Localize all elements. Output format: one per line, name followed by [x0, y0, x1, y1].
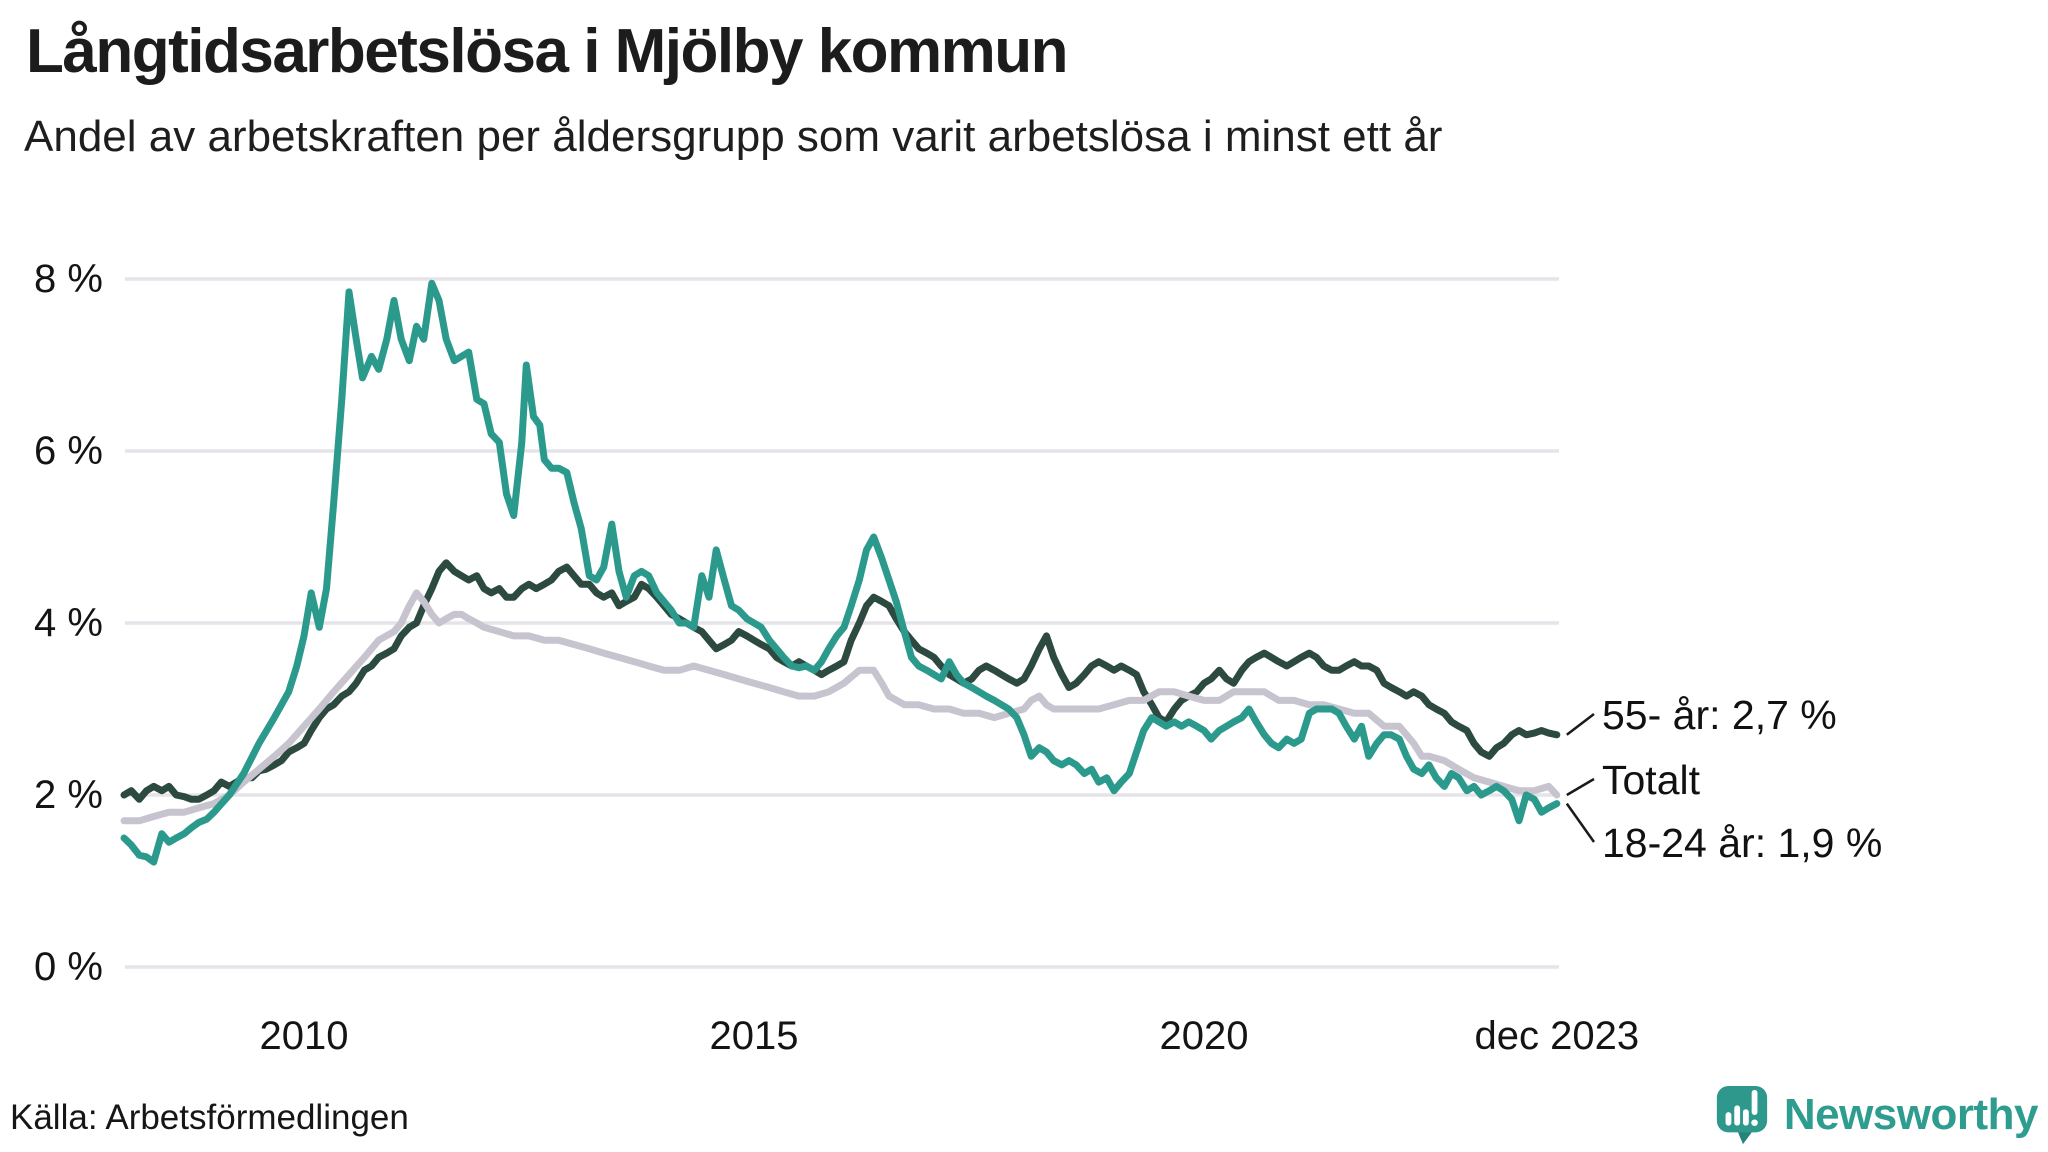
- series-label-totalt: Totalt: [1602, 757, 1700, 803]
- x-axis-tick-label: 2015: [709, 1014, 799, 1058]
- series-line-18-24-r: [120, 279, 1561, 866]
- bar-1: [1725, 1112, 1732, 1126]
- y-axis-tick-label: 0 %: [34, 945, 103, 989]
- bar-3: [1742, 1109, 1749, 1126]
- label-leader-line: [1566, 713, 1595, 736]
- x-axis-tick-label: 2010: [259, 1014, 349, 1058]
- brand-name: Newsworthy: [1783, 1090, 2039, 1139]
- exclamation-dot: [1751, 1119, 1758, 1127]
- series-line-totalt: [120, 589, 1561, 825]
- exclamation-bar: [1751, 1089, 1758, 1115]
- page-title: Långtidsarbetslösa i Mjölby kommun: [26, 17, 1069, 86]
- x-axis-tick-label: 2020: [1159, 1014, 1249, 1058]
- brand-logo: Newsworthy: [1713, 1084, 2039, 1146]
- y-axis-tick-label: 4 %: [34, 601, 103, 645]
- chart-subtitle: Andel av arbetskraften per åldersgrupp s…: [24, 112, 1443, 161]
- series-label-18-24: 18-24 år: 1,9 %: [1602, 820, 1883, 866]
- series-label-55: 55- år: 2,7 %: [1602, 692, 1837, 738]
- source-note: Källa: Arbetsförmedlingen: [10, 1098, 409, 1137]
- newsworthy-icon: [1716, 1086, 1767, 1144]
- label-leader-line: [1566, 777, 1595, 797]
- x-axis-tick-label: dec 2023: [1474, 1014, 1640, 1058]
- y-axis-tick-label: 2 %: [34, 773, 103, 817]
- label-leader-line: [1565, 802, 1596, 843]
- speech-bubble-tail: [1737, 1132, 1752, 1144]
- y-axis-tick-label: 8 %: [34, 257, 103, 301]
- series-line-55-r: [120, 559, 1561, 803]
- bar-2: [1734, 1105, 1740, 1126]
- y-axis-tick-label: 6 %: [34, 429, 103, 473]
